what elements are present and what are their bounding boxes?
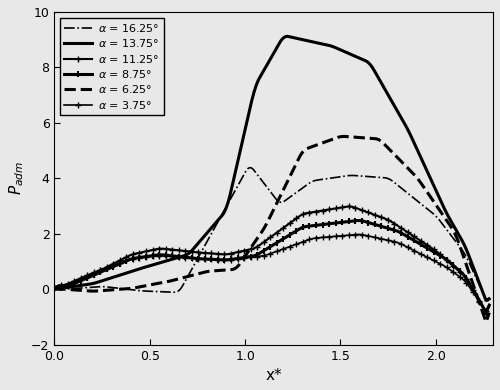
Legend: $\alpha$ = 16.25°, $\alpha$ = 13.75°, $\alpha$ = 11.25°, $\alpha$ = 8.75°, $\alp: $\alpha$ = 16.25°, $\alpha$ = 13.75°, $\…	[60, 18, 164, 115]
Y-axis label: $P_{adm}$: $P_{adm}$	[7, 161, 26, 195]
X-axis label: x*: x*	[266, 368, 282, 383]
